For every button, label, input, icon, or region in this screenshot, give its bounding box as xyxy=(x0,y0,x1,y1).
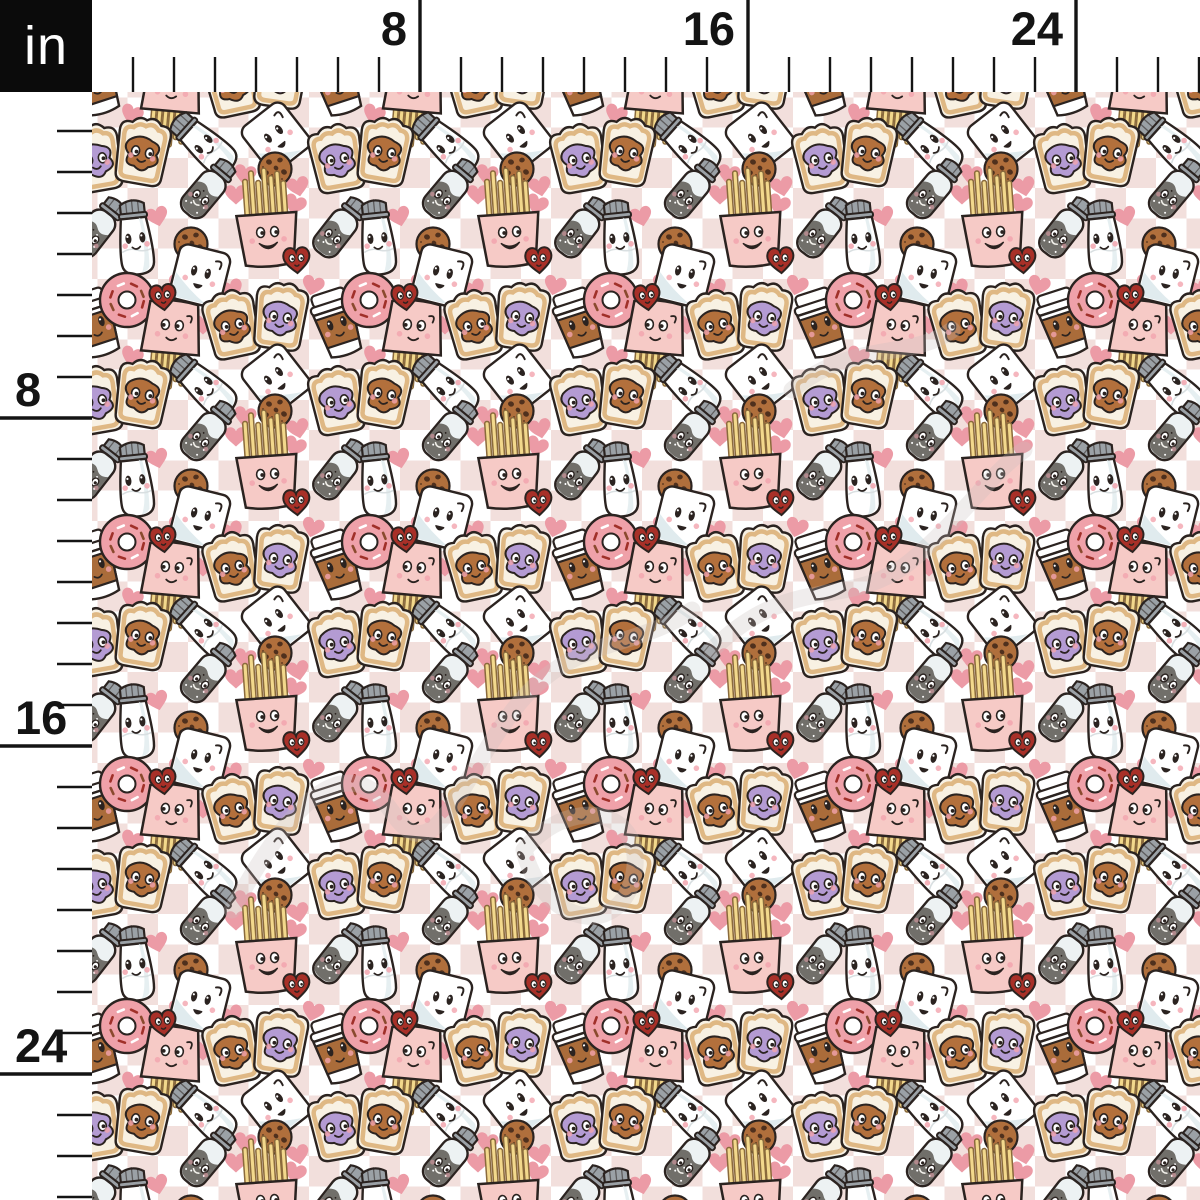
ruler-left-label: 24 xyxy=(15,1019,67,1072)
ruler-top-label: 8 xyxy=(381,2,407,55)
watermark xyxy=(223,321,1033,925)
pattern-svg xyxy=(92,90,1200,1200)
ruler-left: 8 16 24 xyxy=(0,0,92,1200)
ruler-unit-label: in xyxy=(23,16,69,76)
ruler-top: 8 16 24 xyxy=(0,0,1200,92)
fabric-pattern-swatch xyxy=(92,90,1200,1200)
ruler-left-label: 16 xyxy=(15,691,67,744)
ruler-top-label: 16 xyxy=(683,2,735,55)
ruler-top-label: 24 xyxy=(1011,2,1063,55)
ruler-left-label: 8 xyxy=(15,363,41,416)
ruler-top-bg xyxy=(0,0,1200,92)
ruler-left-bg xyxy=(0,0,92,1200)
ruler-unit-box: in xyxy=(0,0,92,92)
